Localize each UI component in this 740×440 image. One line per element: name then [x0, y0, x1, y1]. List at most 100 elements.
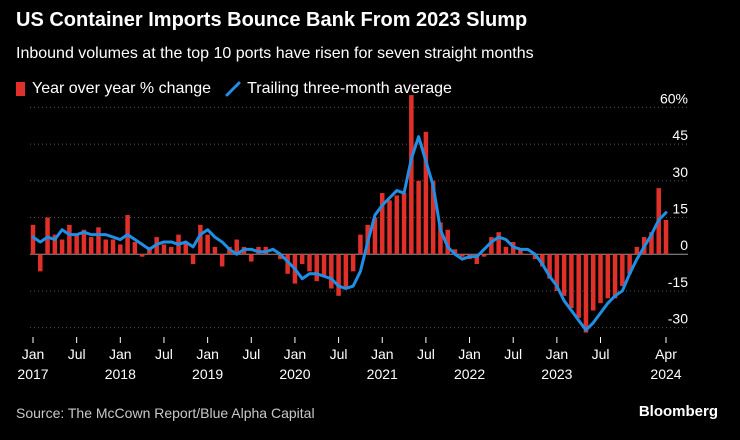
x-tick-month: Jul	[68, 346, 86, 362]
y-tick-label: -30	[668, 311, 688, 327]
bar	[212, 246, 218, 255]
bar	[270, 254, 276, 255]
bar	[67, 224, 72, 255]
bar	[118, 244, 123, 255]
bar	[416, 180, 421, 255]
bar	[605, 254, 611, 299]
bar	[343, 254, 349, 289]
bar	[649, 232, 654, 255]
bar	[598, 254, 603, 304]
chart-title: US Container Imports Bounce Bank From 20…	[16, 9, 528, 31]
bar	[30, 224, 36, 255]
chart-subtitle: Inbound volumes at the top 10 ports have…	[16, 45, 534, 62]
bar	[336, 254, 341, 296]
bar	[278, 254, 283, 260]
bar	[350, 254, 356, 272]
legend: Year over year % change Trailing three-m…	[16, 80, 466, 98]
source-note: Source: The McCown Report/Blue Alpha Cap…	[16, 405, 315, 421]
bar	[285, 254, 290, 274]
bar	[387, 200, 392, 255]
x-tick-year: 2021	[367, 366, 398, 382]
bar	[554, 254, 560, 291]
x-tick-month: Jul	[504, 346, 522, 362]
bar	[198, 224, 203, 255]
bar	[620, 254, 625, 287]
x-tick-year: 2019	[192, 366, 223, 382]
bar	[634, 246, 640, 255]
bar	[38, 254, 43, 272]
x-tick-month: Jul	[242, 346, 260, 362]
bar	[569, 254, 574, 309]
bar	[168, 246, 174, 255]
bar	[358, 234, 363, 255]
x-tick-month: Jul	[417, 346, 435, 362]
bar	[540, 254, 545, 267]
x-tick-year: 2020	[279, 366, 310, 382]
bar	[460, 254, 465, 257]
trend-line	[31, 135, 668, 332]
bar	[576, 254, 581, 318]
x-tick-month: Jan	[196, 346, 219, 362]
bar	[88, 237, 94, 255]
bar	[590, 254, 596, 311]
bar	[394, 195, 400, 255]
bar	[219, 254, 225, 267]
bar	[74, 234, 79, 255]
bar	[321, 254, 327, 277]
bar	[329, 254, 334, 289]
bar	[438, 222, 443, 255]
x-tick-year: 2018	[105, 366, 136, 382]
bar	[561, 254, 567, 296]
bar	[547, 254, 552, 279]
x-tick-year: 2023	[541, 366, 572, 382]
bar	[525, 254, 531, 255]
bar	[430, 180, 436, 255]
y-tick-label: 0	[680, 237, 688, 253]
legend-item-bars: Year over year % change	[16, 80, 211, 98]
bar	[372, 217, 378, 255]
bar	[627, 254, 632, 274]
legend-bar-label: Year over year % change	[32, 80, 212, 97]
bar	[481, 254, 487, 257]
bar	[583, 254, 589, 333]
bar	[139, 254, 145, 257]
bar	[401, 193, 407, 255]
bar	[59, 239, 65, 255]
x-tick-month: Jan	[284, 346, 307, 362]
bar	[409, 95, 414, 255]
x-tick-year: 2024	[650, 366, 681, 382]
x-tick-month: Jul	[330, 346, 348, 362]
bar	[96, 227, 101, 255]
y-tick-label: 30	[672, 164, 688, 180]
legend-line-swatch	[225, 81, 241, 97]
y-tick-label: -15	[668, 274, 688, 290]
legend-line-label: Trailing three-month average	[247, 80, 452, 97]
x-tick-month: Jul	[155, 346, 173, 362]
x-tick-year: 2022	[454, 366, 485, 382]
y-tick-label: 45	[672, 127, 688, 143]
x-tick-month: Apr	[655, 346, 677, 362]
bar	[489, 237, 494, 255]
x-tick-month: Jan	[546, 346, 569, 362]
bar	[445, 229, 450, 255]
bar	[496, 232, 501, 255]
bar	[205, 234, 210, 255]
bar	[183, 241, 189, 255]
bar	[423, 131, 429, 255]
bar	[663, 219, 669, 255]
y-tick-label: 15	[672, 201, 688, 217]
x-tick-month: Jan	[371, 346, 394, 362]
bar	[452, 249, 458, 255]
bar	[307, 254, 312, 272]
bar	[314, 254, 320, 282]
bar	[612, 254, 618, 299]
bar	[110, 239, 116, 255]
brand-logo: Bloomberg	[638, 403, 718, 420]
bar	[52, 234, 58, 255]
bar	[81, 229, 87, 255]
bar	[518, 249, 523, 255]
legend-item-line: Trailing three-month average	[225, 80, 452, 98]
bar	[379, 193, 385, 255]
x-tick-year: 2017	[17, 366, 48, 382]
